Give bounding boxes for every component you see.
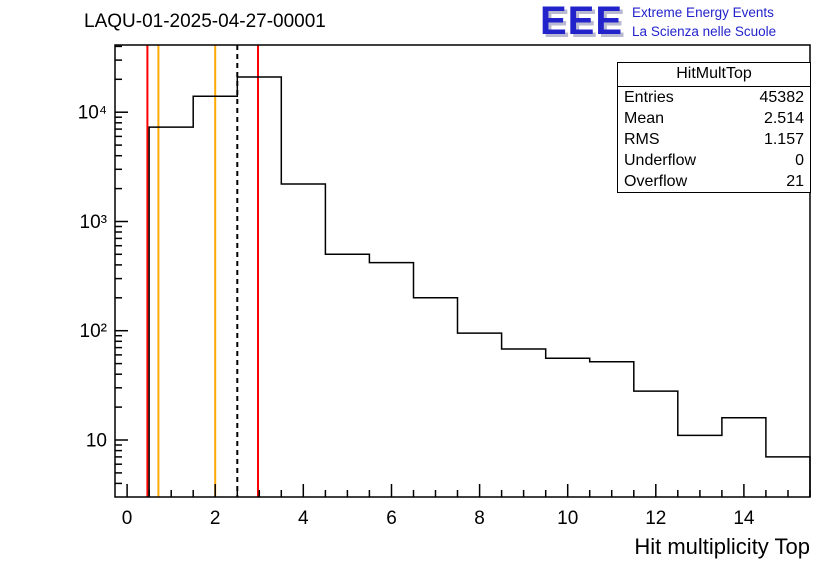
stats-value: 21	[786, 173, 804, 190]
stats-row-mean: Mean 2.514	[618, 108, 810, 129]
stats-row-overflow: Overflow 21	[618, 171, 810, 192]
stats-value: 45382	[759, 89, 805, 106]
y-tick-label: 10⁴	[78, 103, 107, 124]
eee-logo: EEE Extreme Energy Events La Scienza nel…	[540, 0, 776, 43]
x-tick-label: 8	[474, 508, 485, 529]
x-tick-label: 6	[386, 508, 397, 529]
stats-value: 1.157	[763, 131, 804, 148]
plot-frame	[114, 44, 811, 498]
stats-box: HitMultTop Entries 45382 Mean 2.514 RMS …	[617, 62, 811, 193]
eee-logo-line1: Extreme Energy Events	[632, 5, 774, 20]
eee-logo-text: Extreme Energy Events La Scienza nelle S…	[632, 4, 776, 42]
y-tick-label: 10	[86, 431, 107, 452]
histogram-line	[148, 76, 811, 497]
stats-row-rms: RMS 1.157	[618, 129, 810, 150]
x-tick-label: 2	[210, 508, 221, 529]
stats-label: RMS	[624, 131, 660, 148]
stats-value: 0	[795, 152, 804, 169]
stats-label: Overflow	[624, 173, 688, 190]
x-tick-label: 4	[298, 508, 309, 529]
x-tick-label: 10	[557, 508, 578, 529]
stats-label: Entries	[624, 89, 674, 106]
x-tick-label: 0	[122, 508, 133, 529]
stats-value: 2.514	[763, 110, 804, 127]
y-tick-label: 10³	[80, 212, 107, 233]
stats-row-underflow: Underflow 0	[618, 150, 810, 171]
x-tick-label: 14	[733, 508, 755, 529]
x-tick-label: 12	[645, 508, 666, 529]
y-tick-label: 10²	[80, 321, 107, 342]
plot-title: LAQU-01-2025-04-27-00001	[84, 11, 326, 32]
stats-label: Underflow	[624, 152, 697, 169]
stats-row-entries: Entries 45382	[618, 87, 810, 108]
stats-label: Mean	[624, 110, 665, 127]
x-axis-title: Hit multiplicity Top	[634, 534, 810, 559]
eee-logo-line2: La Scienza nelle Scuole	[632, 23, 777, 39]
eee-logo-acronym: EEE	[540, 0, 624, 43]
stats-box-title: HitMultTop	[618, 63, 810, 87]
